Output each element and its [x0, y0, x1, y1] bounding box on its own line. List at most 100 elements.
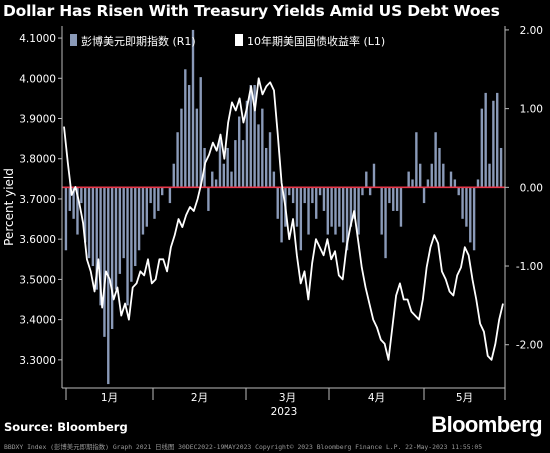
bloomberg-logo: Bloomberg	[431, 412, 542, 437]
legend-label-treasury-yield: 10年期美国国债收益率 (L1)	[247, 34, 385, 48]
dollar-index-bar	[126, 187, 129, 306]
dollar-index-bar	[83, 187, 87, 243]
dollar-index-bar	[315, 187, 318, 219]
dollar-index-bar	[415, 132, 418, 188]
dollar-index-bar	[157, 187, 160, 211]
dollar-index-bar	[103, 187, 106, 337]
dollar-index-bar	[392, 187, 395, 211]
dollar-index-bar	[226, 147, 229, 188]
dollar-index-bar	[207, 187, 210, 211]
dollar-index-bar	[87, 187, 91, 259]
dollar-index-bar	[341, 187, 345, 243]
dollar-index-bar	[257, 124, 260, 188]
dollar-index-bar	[496, 92, 499, 188]
dollar-index-bar	[107, 187, 110, 385]
dollar-index-bar	[399, 187, 403, 227]
dollar-index-bar	[488, 163, 491, 188]
dollar-index-bar	[222, 163, 226, 188]
dollar-index-bar	[238, 116, 241, 188]
dollar-index-bar	[361, 187, 364, 196]
dollar-index-bar	[411, 179, 414, 188]
dollar-index-bar	[311, 187, 314, 204]
dollar-index-bar	[180, 108, 183, 188]
dollar-index-bar	[434, 132, 437, 188]
dollar-index-bar	[442, 163, 445, 188]
dollar-index-bar	[187, 85, 191, 188]
dollar-index-bar	[380, 187, 383, 235]
dollar-index-bar	[449, 171, 453, 188]
dollar-index-bar	[272, 171, 276, 188]
dollar-index-bar	[234, 140, 237, 188]
dollar-index-bar	[230, 171, 233, 188]
source-note: Source: Bloomberg	[4, 420, 128, 434]
dollar-index-bar	[303, 187, 306, 204]
dollar-index-bar	[338, 187, 341, 227]
right-tick-label: 0.00	[520, 182, 543, 194]
dollar-index-bar	[484, 92, 487, 188]
y-axis-label: Percent yield	[2, 168, 16, 246]
dollar-index-bar	[357, 187, 360, 235]
dollar-index-bar	[218, 140, 222, 188]
dollar-index-bar	[365, 171, 368, 188]
right-tick-label: 1.00	[520, 104, 543, 116]
dollar-index-bar	[438, 147, 441, 188]
dollar-index-bar	[430, 163, 433, 188]
dollar-index-bar	[307, 187, 310, 235]
right-tick-label: -2.00	[516, 340, 543, 352]
dollar-index-bar	[130, 187, 133, 282]
dollar-index-bar	[276, 187, 279, 219]
dollar-index-bar	[264, 147, 268, 188]
dollar-index-bar	[426, 179, 430, 188]
dollar-index-bar	[168, 187, 172, 204]
right-tick-label: -1.00	[516, 261, 543, 273]
dollar-index-bar	[199, 77, 202, 188]
dollar-index-bar	[195, 108, 199, 188]
dollar-index-bar	[141, 187, 145, 235]
dollar-index-bar	[211, 171, 214, 188]
dollar-index-bar	[349, 187, 353, 227]
dollar-index-bar	[388, 187, 391, 204]
dollar-index-bar	[419, 163, 422, 188]
dollar-index-bar	[280, 187, 283, 243]
dollar-index-bar	[137, 187, 141, 251]
dollar-index-bar	[118, 187, 122, 274]
dollar-index-bar	[395, 187, 399, 211]
dollar-index-bar	[384, 187, 387, 259]
x-tick-label: 3月	[279, 392, 296, 404]
x-tick-label: 4月	[368, 392, 385, 404]
dollar-index-bar	[499, 147, 503, 188]
dollar-index-bar	[372, 163, 376, 188]
dollar-index-bar	[334, 187, 337, 235]
left-tick-label: 3.5000	[19, 274, 56, 286]
dollar-index-bar	[268, 132, 272, 188]
legend-bar-swatch	[70, 34, 77, 46]
dollar-index-bar	[353, 187, 356, 219]
dollar-index-bar	[261, 108, 264, 188]
dollar-index-bar	[322, 187, 326, 211]
dollar-index-bar	[176, 132, 179, 188]
dollar-index-bar	[99, 187, 102, 306]
chart-title: Dollar Has Risen With Treasury Yields Am…	[3, 2, 500, 20]
dollar-index-bar	[153, 187, 156, 219]
x-tick-label: 2月	[191, 392, 208, 404]
dollar-index-bar	[288, 187, 291, 196]
dollar-index-bar	[76, 187, 79, 235]
dollar-index-bar	[249, 85, 252, 188]
dollar-index-bar	[68, 187, 71, 211]
dollar-index-bar	[214, 179, 218, 188]
dollar-index-bar	[461, 187, 464, 219]
legend-label-dollar-index: 彭博美元即期指数 (R1)	[81, 34, 196, 48]
dollar-index-bar	[172, 163, 175, 188]
left-tick-label: 4.0000	[19, 73, 56, 85]
x-axis-label: 2023	[271, 406, 298, 418]
dollar-index-bar	[110, 187, 114, 329]
dollar-index-bar	[245, 100, 249, 188]
dollar-index-bar	[345, 187, 349, 251]
dollar-index-bar	[191, 29, 195, 188]
left-tick-label: 3.8000	[19, 154, 56, 166]
dollar-index-bar	[422, 187, 426, 204]
dollar-index-bar	[476, 179, 480, 188]
dollar-index-bar	[472, 187, 476, 251]
dollar-index-bar	[453, 179, 457, 188]
